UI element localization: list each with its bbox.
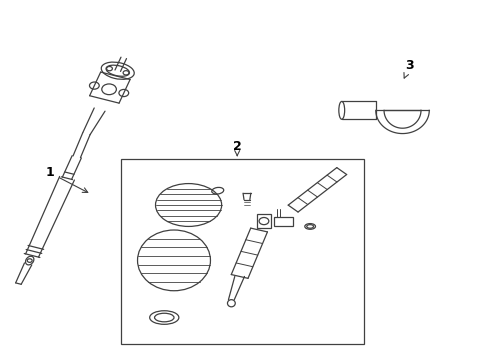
Bar [274, 217, 292, 226]
Bar [120, 158, 363, 344]
Text: 2: 2 [232, 140, 241, 156]
Text: 1: 1 [45, 166, 87, 193]
Text: 3: 3 [403, 59, 413, 78]
Bar [256, 214, 271, 228]
